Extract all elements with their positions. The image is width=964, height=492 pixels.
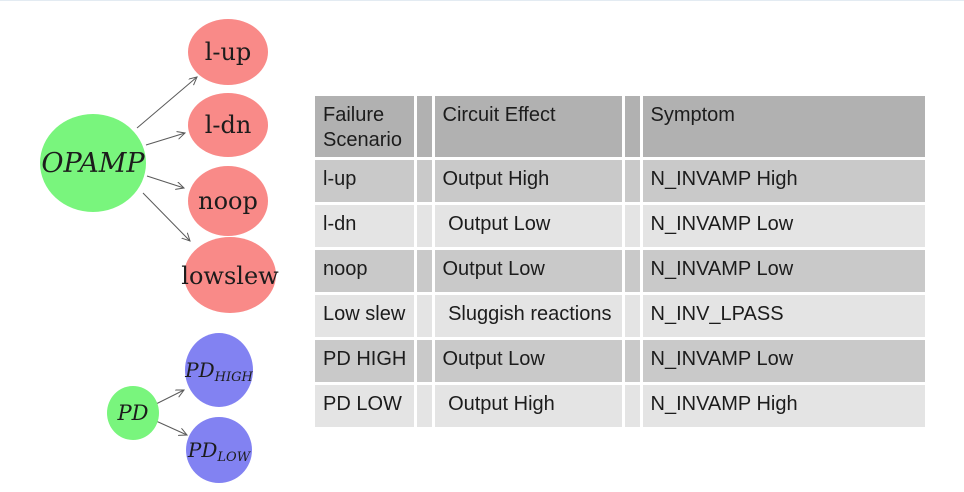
- header-spacer-1: [415, 96, 435, 160]
- node-l-dn-shape: [188, 93, 268, 157]
- node-pd-low-label: PDLOW: [187, 438, 252, 465]
- table-row: l-dn Output Low N_INVAMP Low: [315, 203, 925, 250]
- table-header-row: Failure Scenario Circuit Effect Symptom: [315, 96, 925, 160]
- table-row: noop Output Low N_INVAMP Low: [315, 248, 925, 295]
- node-pd-low: PDLOW: [186, 417, 252, 483]
- node-l-up-label: l-up: [205, 38, 252, 66]
- edge-pd-low: [155, 420, 187, 435]
- node-opamp-shape: [40, 114, 146, 212]
- edge-opamp-lup: [136, 77, 197, 129]
- header-symptom: Symptom: [641, 96, 925, 160]
- cell-symptom: N_INVAMP High: [641, 158, 925, 205]
- fault-tree-diagram: OPAMP l-up l-dn noop lowslew PD PDHIGH P…: [40, 19, 279, 483]
- node-noop-shape: [188, 166, 268, 236]
- spacer-cell: [623, 383, 643, 427]
- header-circuit-effect: Circuit Effect: [433, 96, 625, 160]
- cell-failure: PD LOW: [315, 383, 417, 427]
- node-pd-high-subscript: HIGH: [214, 370, 254, 385]
- node-l-up: l-up: [188, 19, 268, 85]
- node-l-dn: l-dn: [188, 93, 268, 157]
- cell-symptom: N_INVAMP Low: [641, 338, 925, 385]
- opamp-tree-edges: [136, 77, 197, 241]
- spacer-cell: [623, 248, 643, 295]
- node-lowslew-shape: [184, 237, 276, 313]
- cell-symptom: N_INVAMP Low: [641, 248, 925, 295]
- cell-effect: Sluggish reactions: [433, 293, 625, 340]
- spacer-cell: [623, 158, 643, 205]
- node-lowslew: lowslew: [181, 237, 279, 313]
- edge-opamp-noop: [146, 175, 184, 188]
- spacer-cell: [623, 338, 643, 385]
- spacer-cell: [415, 203, 435, 250]
- pd-tree-edges: [155, 390, 187, 435]
- node-pd-shape: [107, 386, 159, 440]
- cell-failure: l-dn: [315, 203, 417, 250]
- node-pd-high-shape: [185, 333, 253, 407]
- spacer-cell: [415, 248, 435, 295]
- cell-failure: Low slew: [315, 293, 417, 340]
- cell-symptom: N_INV_LPASS: [641, 293, 925, 340]
- header-failure-scenario: Failure Scenario: [315, 96, 417, 160]
- node-noop-label: noop: [198, 187, 258, 215]
- spacer-cell: [415, 383, 435, 427]
- cell-effect: Output Low: [433, 248, 625, 295]
- cell-symptom: N_INVAMP High: [641, 383, 925, 427]
- cell-effect: Output Low: [433, 203, 625, 250]
- node-opamp-label: OPAMP: [41, 148, 145, 179]
- failure-table-container: Failure Scenario Circuit Effect Symptom …: [315, 96, 925, 427]
- table-row: l-up Output High N_INVAMP High: [315, 158, 925, 205]
- cell-symptom: N_INVAMP Low: [641, 203, 925, 250]
- cell-effect: Output High: [433, 158, 625, 205]
- spacer-cell: [623, 293, 643, 340]
- node-pd-label: PD: [117, 401, 149, 425]
- cell-failure: noop: [315, 248, 417, 295]
- node-pd-high-label: PDHIGH: [184, 358, 253, 385]
- node-l-dn-label: l-dn: [205, 111, 252, 139]
- failure-table: Failure Scenario Circuit Effect Symptom …: [315, 96, 925, 427]
- node-noop: noop: [188, 166, 268, 236]
- cell-effect: Output Low: [433, 338, 625, 385]
- table-row: PD HIGH Output Low N_INVAMP Low: [315, 338, 925, 385]
- cell-failure: PD HIGH: [315, 338, 417, 385]
- node-pd-low-shape: [186, 417, 252, 483]
- node-l-up-shape: [188, 19, 268, 85]
- node-opamp: OPAMP: [40, 114, 146, 212]
- node-pd-high: PDHIGH: [184, 333, 254, 407]
- spacer-cell: [623, 203, 643, 250]
- edge-opamp-ldn: [145, 133, 185, 146]
- table-row: Low slew Sluggish reactions N_INV_LPASS: [315, 293, 925, 340]
- edge-opamp-lowslew: [142, 192, 190, 241]
- node-pd: PD: [107, 386, 159, 440]
- cell-failure: l-up: [315, 158, 417, 205]
- spacer-cell: [415, 293, 435, 340]
- edge-pd-high: [155, 390, 184, 405]
- node-pd-low-subscript: LOW: [216, 450, 251, 465]
- header-spacer-2: [623, 96, 643, 160]
- window-top-edge: [0, 0, 964, 1]
- spacer-cell: [415, 338, 435, 385]
- table-row: PD LOW Output High N_INVAMP High: [315, 383, 925, 427]
- spacer-cell: [415, 158, 435, 205]
- cell-effect: Output High: [433, 383, 625, 427]
- node-lowslew-label: lowslew: [181, 262, 279, 290]
